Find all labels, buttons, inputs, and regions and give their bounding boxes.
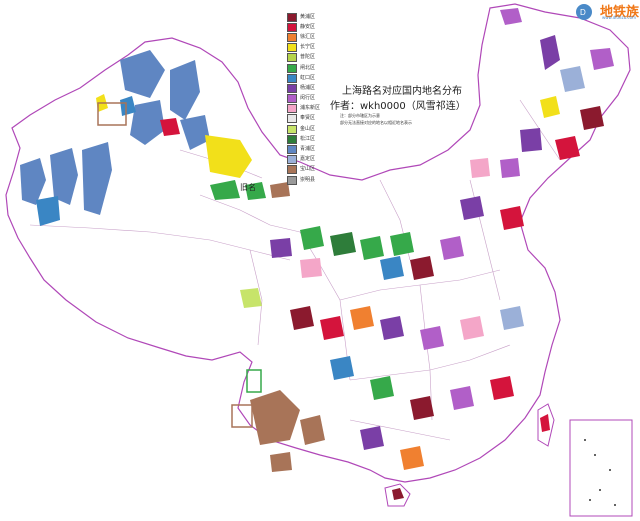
legend-label: 闵行区 [300, 95, 316, 102]
legend-item: 宝山区 [287, 165, 347, 175]
legend-item: 青浦区 [287, 144, 347, 155]
legend-swatch [287, 124, 297, 134]
legend-item: 金山区 [287, 124, 347, 134]
legend-swatch [287, 94, 297, 104]
legend-label: 奉贤区 [300, 115, 316, 122]
legend-item: 黄浦区 [287, 12, 347, 22]
legend-item: 松江区 [287, 134, 347, 144]
ditiezu-logo: D [576, 4, 592, 20]
svg-text:D: D [580, 8, 586, 17]
map-note-1: 注：部分市辖区为示意 [340, 113, 380, 118]
north-china-regions [270, 196, 524, 280]
map-title: 上海路名对应国内地名分布 [342, 86, 462, 97]
legend-item: 杨浦区 [287, 83, 347, 93]
north-regions [205, 135, 290, 200]
legend-swatch [287, 63, 297, 73]
highlight-box-yili [97, 102, 127, 126]
legend-item: 闵行区 [287, 94, 347, 104]
legend-item: 奉贤区 [287, 114, 347, 124]
legend-label: 徐汇区 [300, 33, 316, 40]
legend-label: 浦东新区 [300, 105, 321, 112]
legend-label: 崇明县 [300, 176, 316, 183]
legend-label: 杨浦区 [300, 84, 316, 91]
legend-label: 金山区 [300, 125, 316, 132]
legend-label: 静安区 [300, 23, 316, 30]
legend-label: 闸北区 [300, 64, 316, 71]
highlight-box-yunnan-2 [231, 404, 253, 428]
legend-swatch [287, 12, 297, 22]
logo-text: 地铁族 [600, 5, 640, 20]
legend-item: 静安区 [287, 22, 347, 32]
legend-swatch [287, 114, 297, 124]
legend-label: 黄浦区 [300, 13, 316, 20]
legend-label: 虹口区 [300, 74, 316, 81]
xinjiang-regions [20, 50, 210, 226]
legend-label: 普陀区 [300, 54, 316, 61]
south-china-regions [240, 288, 524, 470]
legend-item: 虹口区 [287, 73, 347, 83]
logo-url: www.ditiezu.com [602, 15, 636, 20]
map-legend: 黄浦区静安区徐汇区长宁区普陀区闸北区虹口区杨浦区闵行区浦东新区奉贤区金山区松江区… [287, 12, 347, 185]
label-old-name: 旧名 [240, 183, 256, 192]
legend-swatch [287, 73, 297, 83]
legend-swatch [287, 104, 297, 114]
legend-swatch [287, 22, 297, 32]
south-china-sea-inset [569, 419, 633, 517]
legend-swatch [287, 134, 297, 144]
legend-item: 闸北区 [287, 63, 347, 73]
legend-label: 宝山区 [300, 166, 316, 173]
map-author: 作者：wkh0000（风雪祁连） [330, 101, 466, 112]
yunnan-regions [250, 390, 325, 472]
legend-label: 松江区 [300, 135, 316, 142]
legend-item: 长宁区 [287, 43, 347, 53]
legend-swatch [287, 43, 297, 53]
legend-swatch [287, 165, 297, 175]
south-china-sea-islands [584, 439, 616, 506]
highlight-box-yunnan-1 [246, 369, 262, 393]
legend-swatch [287, 145, 297, 155]
legend-item: 浦东新区 [287, 104, 347, 114]
taiwan-region [540, 414, 550, 432]
legend-swatch [287, 175, 297, 185]
legend-item: 崇明县 [287, 175, 347, 185]
legend-swatch [287, 53, 297, 63]
legend-item: 嘉定区 [287, 155, 347, 165]
legend-label: 青浦区 [300, 146, 316, 153]
hainan-region [392, 488, 404, 500]
legend-item: 普陀区 [287, 53, 347, 63]
map-note-2: 部分无法直接对应的地名以相近地名表示 [340, 120, 412, 125]
legend-label: 嘉定区 [300, 156, 316, 163]
legend-label: 长宁区 [300, 44, 316, 51]
legend-item: 徐汇区 [287, 32, 347, 42]
legend-swatch [287, 83, 297, 93]
legend-swatch [287, 155, 297, 165]
northeast-regions [470, 8, 614, 178]
legend-swatch [287, 32, 297, 42]
